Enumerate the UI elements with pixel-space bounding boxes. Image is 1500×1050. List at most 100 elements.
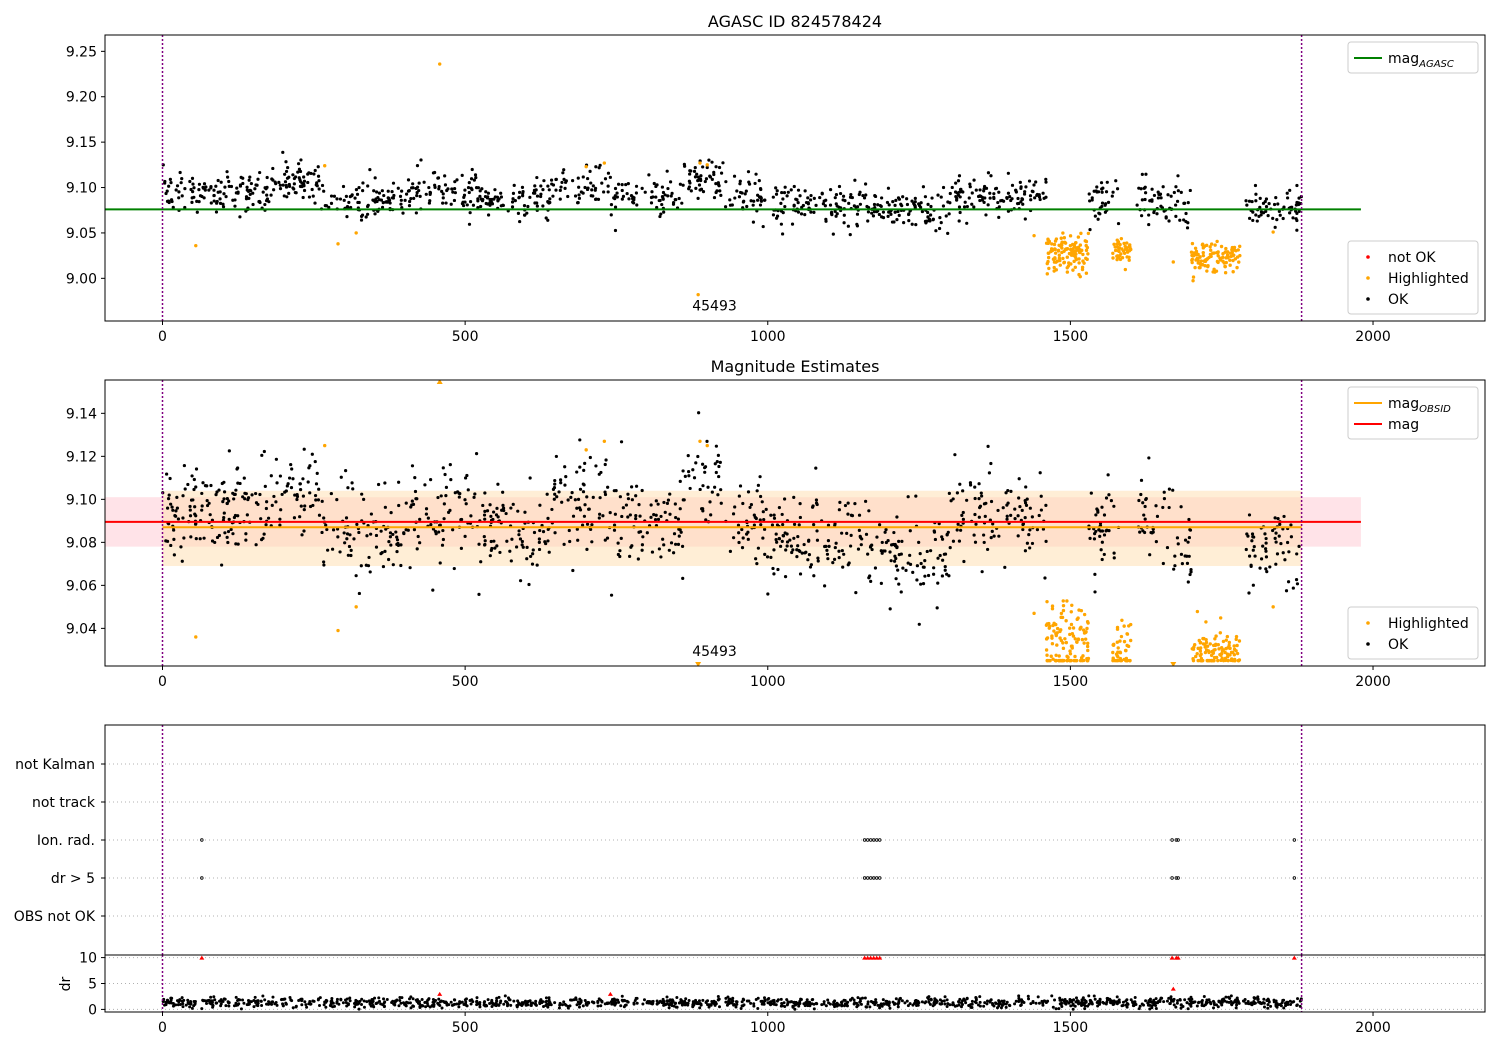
- flag-point: [1292, 876, 1297, 880]
- ok-point: [677, 196, 681, 201]
- ok-point: [1027, 179, 1032, 183]
- ok-point: [634, 494, 638, 498]
- highlighted-point: [1120, 618, 1124, 622]
- dr-point: [1266, 1006, 1270, 1010]
- dr-point: [300, 999, 304, 1003]
- dr-point: [642, 998, 646, 1002]
- dr-point: [263, 998, 267, 1002]
- ok-point: [1276, 202, 1280, 206]
- ok-point: [846, 512, 850, 516]
- highlighted-point: [1122, 639, 1127, 644]
- ok-point: [1250, 532, 1255, 536]
- ok-point: [181, 516, 185, 520]
- magnitude-estimates-panel: Magnitude Estimates 0 500 1000 1500 20009.04…: [66, 357, 1486, 690]
- highlighted-point: [1045, 272, 1049, 276]
- ok-point: [629, 194, 634, 198]
- ok-point: [999, 199, 1003, 203]
- ok-point: [274, 500, 278, 504]
- highlighted-point: [1213, 647, 1217, 652]
- legend-box: [1347, 386, 1479, 440]
- ok-point: [1247, 513, 1252, 517]
- ok-point: [280, 492, 284, 497]
- ok-point: [384, 200, 389, 204]
- ok-point: [241, 176, 245, 180]
- dr-point: [874, 998, 878, 1002]
- ok-point: [840, 531, 844, 535]
- ok-point: [177, 196, 181, 200]
- ok-point: [317, 487, 321, 491]
- dr-point: [982, 1004, 986, 1008]
- flag-category-label: dr > 5: [51, 871, 95, 887]
- dr-point: [898, 997, 902, 1001]
- ok-point: [377, 198, 382, 202]
- ok-point: [308, 491, 312, 495]
- highlighted-point: [1215, 239, 1219, 244]
- ok-point: [758, 186, 763, 191]
- dr-point: [1101, 1000, 1105, 1004]
- dr-point: [1083, 1004, 1087, 1008]
- dr-point: [1007, 1003, 1011, 1007]
- ok-point: [923, 195, 928, 199]
- ok-point: [926, 573, 931, 578]
- highlighted-point: [1077, 257, 1081, 261]
- dr-point: [763, 999, 767, 1003]
- highlighted-point: [1082, 261, 1086, 265]
- ok-point: [535, 201, 539, 205]
- ok-point: [738, 484, 743, 488]
- dr-point: [931, 1004, 935, 1008]
- dr-point: [165, 998, 169, 1002]
- ok-point: [573, 194, 578, 198]
- ok-point: [192, 186, 196, 190]
- dr-point: [1197, 1000, 1201, 1004]
- ok-point: [501, 203, 505, 208]
- highlighted-point: [1214, 634, 1218, 638]
- ok-point: [324, 204, 329, 208]
- dr-point: [428, 1005, 432, 1009]
- dr-point: [1256, 995, 1260, 999]
- dr-point: [1295, 1004, 1299, 1008]
- highlighted-point: [1058, 263, 1062, 267]
- ok-point: [331, 528, 336, 532]
- dr-point: [1211, 999, 1215, 1003]
- highlighted-point: [1233, 257, 1238, 261]
- dr-point: [544, 1000, 548, 1004]
- ok-point: [1107, 529, 1111, 533]
- ok-point: [1023, 217, 1027, 221]
- ok-point: [369, 532, 373, 536]
- ok-point: [555, 495, 559, 499]
- ok-point: [792, 536, 796, 540]
- dr-point: [252, 1005, 256, 1009]
- highlighted-point: [1065, 658, 1070, 663]
- ok-point: [846, 501, 850, 505]
- ok-point: [774, 532, 778, 536]
- highlighted-point: [1073, 637, 1077, 641]
- highlighted-point: [1118, 639, 1122, 643]
- ok-point: [613, 512, 617, 516]
- ok-point: [1155, 514, 1160, 518]
- dr-point: [1096, 1004, 1100, 1008]
- highlighted-point: [1063, 240, 1067, 245]
- dr-point: [335, 997, 339, 1001]
- dr-point: [684, 997, 688, 1001]
- dr-point: [267, 1000, 271, 1004]
- ok-point: [1033, 196, 1037, 200]
- dr-point: [928, 1002, 932, 1006]
- ok-point: [225, 501, 229, 505]
- ok-point: [559, 481, 563, 485]
- ok-point: [613, 197, 617, 201]
- ok-point: [669, 194, 673, 198]
- ok-point: [717, 464, 721, 469]
- dr-point: [609, 1000, 613, 1004]
- ok-point: [1038, 471, 1042, 475]
- ok-point: [194, 537, 198, 541]
- ok-point: [1276, 516, 1280, 521]
- x-tick-label: 1000: [750, 1020, 786, 1036]
- dr-point: [863, 996, 867, 1000]
- dr-point: [1054, 1007, 1058, 1011]
- dr-point: [1284, 1004, 1288, 1008]
- ok-point: [258, 492, 262, 497]
- ok-point: [1281, 551, 1285, 555]
- ok-point: [313, 168, 317, 173]
- y-tick-label: 9.25: [66, 44, 97, 60]
- dr-point: [714, 1002, 718, 1006]
